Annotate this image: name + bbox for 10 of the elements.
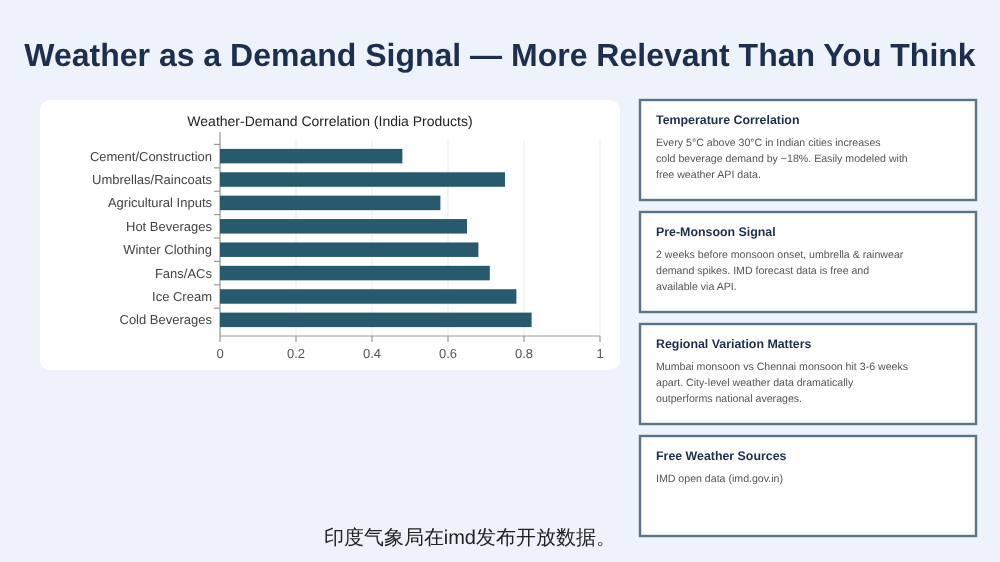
bar: [220, 312, 532, 328]
bar: [220, 195, 441, 211]
bar: [220, 172, 505, 187]
bar: [220, 242, 479, 257]
bar: [220, 265, 490, 281]
bar: [220, 148, 403, 164]
bar: [220, 219, 467, 234]
text: 印度气象局在imd发布开放数据。: [323, 526, 616, 550]
bar: [220, 289, 517, 304]
chart-title: Weather as a Demand Signal — More Relevant Than You Think: [24, 40, 976, 74]
